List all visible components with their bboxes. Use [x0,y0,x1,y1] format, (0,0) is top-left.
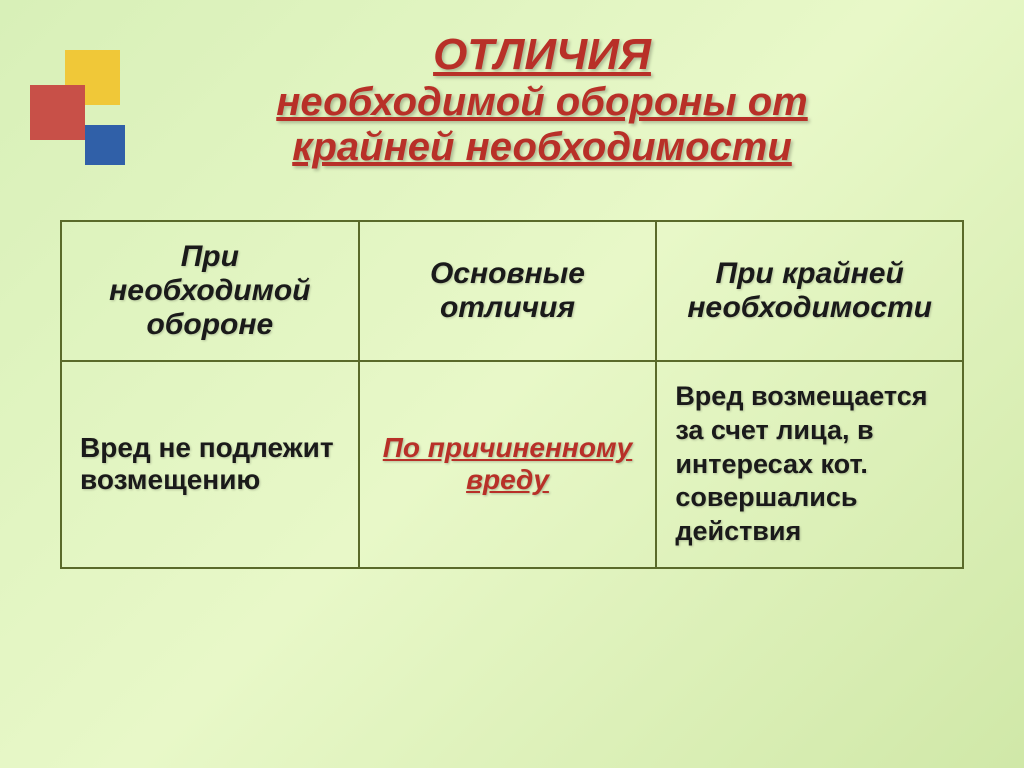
blue-square-icon [85,125,125,165]
title-line-2: необходимой обороны от [120,80,964,125]
decorative-squares [30,50,150,170]
red-square-icon [30,85,85,140]
table-header-row: При необходимой обороне Основные отличия… [61,221,963,361]
header-col-1: При необходимой обороне [61,221,359,361]
cell-col-3: Вред возмещается за счет лица, в интерес… [656,361,963,568]
comparison-table: При необходимой обороне Основные отличия… [60,220,964,569]
cell-col-1: Вред не подлежит возмещению [61,361,359,568]
cell-col-2: По причиненному вреду [359,361,657,568]
header-col-2: Основные отличия [359,221,657,361]
title-line-3: крайней необходимости [120,125,964,170]
table-row: Вред не подлежит возмещению По причиненн… [61,361,963,568]
slide-title: ОТЛИЧИЯ необходимой обороны от крайней н… [0,0,1024,170]
title-line-1: ОТЛИЧИЯ [120,30,964,80]
header-col-3: При крайней необходимости [656,221,963,361]
comparison-table-wrap: При необходимой обороне Основные отличия… [60,220,964,569]
